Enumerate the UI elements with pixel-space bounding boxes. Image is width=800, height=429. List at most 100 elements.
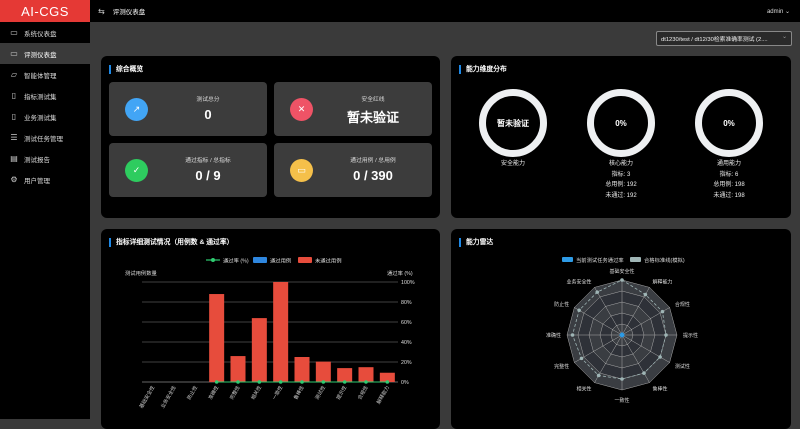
sidebar-item-label: 测试报告 bbox=[24, 156, 50, 164]
radar-axis-label: 准确性 bbox=[546, 332, 561, 339]
dimension-failed: 未通过: 198 bbox=[713, 192, 745, 199]
standard-point bbox=[642, 371, 646, 375]
stat-card: ✕ 安全红线 暂未验证 bbox=[274, 82, 432, 136]
book-icon: ▯ bbox=[11, 91, 17, 100]
y2-tick-label: 100% bbox=[401, 280, 415, 286]
dimension-ring: 0% bbox=[695, 89, 763, 157]
dimension-name: 安全能力 bbox=[500, 161, 525, 167]
fold-icon[interactable]: ⇆ bbox=[98, 6, 105, 16]
logo[interactable]: AI-CGS bbox=[0, 0, 90, 22]
stat-card: ↗ 测试总分 0 bbox=[109, 82, 267, 136]
x-tick-label: 一致性 bbox=[271, 385, 285, 402]
radar-axis-label: 合规性 bbox=[675, 301, 690, 308]
y2-tick-label: 80% bbox=[401, 300, 412, 306]
radar-spoke bbox=[621, 334, 650, 383]
sidebar: AI-CGS ▭ 系统仪表盘 ▭ 评测仪表盘 ▱ 智能体管理 ▯ 指标测试集 ▯ 业务测试集 ☰ 测试… bbox=[0, 0, 90, 419]
stat-label: 通过用例 / 总用例 bbox=[350, 158, 396, 164]
x-tick-label: 提示性 bbox=[335, 385, 349, 402]
radar-spoke bbox=[574, 307, 623, 336]
radar-axis-label: 一致性 bbox=[614, 397, 629, 404]
stat-label: 安全红线 bbox=[361, 97, 385, 103]
standard-point bbox=[596, 373, 601, 378]
legend-swatch bbox=[253, 257, 267, 263]
sidebar-item[interactable]: ▯ 指标测试集 bbox=[0, 85, 90, 106]
stat-value: 暂未验证 bbox=[346, 110, 399, 125]
legend-label: 合格标准线(模拟) bbox=[644, 256, 685, 264]
radar-axis-label: 测试性 bbox=[675, 363, 690, 370]
breadcrumb: 评测仪表盘 bbox=[112, 9, 146, 16]
panel-title: 指标详细测试情况（用例数 & 通过率） bbox=[109, 238, 233, 247]
metric-chart-panel: 指标详细测试情况（用例数 & 通过率） 通过率 (%) 通过用例 未通过用例测试用例… bbox=[101, 229, 440, 429]
pass-rate-point bbox=[342, 380, 347, 384]
dimension-info: 安全能力 bbox=[468, 159, 558, 170]
legend-marker bbox=[211, 258, 215, 262]
monitor-icon: ▭ bbox=[10, 28, 18, 37]
stat-card: ▭ 通过用例 / 总用例 0 / 390 bbox=[274, 143, 432, 197]
bar-failed bbox=[230, 356, 246, 382]
sidebar-item[interactable]: ⚙ 用户管理 bbox=[0, 169, 90, 190]
x-tick-label: 基础安全性 bbox=[138, 385, 157, 410]
current-point bbox=[619, 332, 625, 338]
bar-failed bbox=[209, 294, 225, 382]
ring-value: 暂未验证 bbox=[497, 118, 529, 128]
radar-chart: 当前测试任务通过率 合格标准线(模拟) 基础安全性解释能力合规性提示性测试性鲁棒性一… bbox=[546, 256, 698, 404]
legend-swatch bbox=[630, 257, 641, 262]
y2-axis-label: 通过率 (%) bbox=[387, 269, 413, 277]
sidebar-item[interactable]: ▯ 业务测试集 bbox=[0, 106, 90, 127]
task-select[interactable]: dt1230/test / dt12/30检索准确率测试 (2.... ⌄ bbox=[656, 31, 792, 46]
radar-axis-label: 基础安全性 bbox=[609, 268, 634, 275]
x-tick-label: 鲁棒性 bbox=[292, 385, 306, 402]
bar-failed bbox=[273, 282, 289, 382]
bar-failed bbox=[379, 372, 395, 382]
x-tick-label: 相关性 bbox=[249, 385, 263, 402]
pass-rate-point bbox=[278, 380, 283, 384]
bar-failed bbox=[337, 368, 353, 382]
radar-spoke bbox=[621, 334, 670, 363]
pass-rate-point bbox=[385, 380, 390, 384]
legend-label: 未通过用例 bbox=[315, 257, 342, 265]
sliders-icon: ☰ bbox=[10, 133, 18, 142]
sidebar-item[interactable]: ☰ 测试任务管理 bbox=[0, 127, 90, 148]
standard-point bbox=[643, 292, 648, 297]
legend-label: 通过用例 bbox=[270, 257, 291, 265]
standard-point bbox=[620, 278, 624, 282]
x-tick-label: 测试性 bbox=[313, 385, 327, 402]
x-tick-label: 业务安全性 bbox=[159, 385, 178, 410]
chevron-down-icon: ⌄ bbox=[782, 34, 787, 40]
sidebar-item-label: 指标测试集 bbox=[24, 93, 57, 101]
bar-failed bbox=[315, 361, 331, 382]
sidebar-item[interactable]: ▱ 智能体管理 bbox=[0, 64, 90, 85]
pass-rate-point bbox=[214, 380, 219, 384]
stat-card: ✓ 通过指标 / 总指标 0 / 9 bbox=[109, 143, 267, 197]
legend-swatch bbox=[298, 257, 312, 263]
x-tick-label: 准确性 bbox=[207, 385, 221, 402]
x-tick-label: 合规性 bbox=[356, 385, 370, 402]
dimensions-panel: 能力维度分布 暂未验证 安全能力 0% 核心能力 指标: 3 总用例: 192 未通过: 1… bbox=[451, 56, 791, 218]
overview-panel: 综合概览 ↗ 测试总分 0 ✕ 安全红线 暂未验证 ✓ 通过指标 / 总指标 0 / 9 ▭ 通过用… bbox=[101, 56, 440, 218]
radar-axis-label: 防止性 bbox=[554, 301, 569, 308]
monitor-icon: ▭ bbox=[10, 49, 18, 58]
x-tick-label: 防止性 bbox=[185, 385, 199, 402]
standard-point bbox=[577, 308, 581, 313]
standard-point bbox=[579, 356, 584, 361]
document-check-icon: ✓ bbox=[125, 159, 148, 182]
stat-value: 0 / 390 bbox=[353, 168, 393, 183]
y-axis-label: 测试用例数量 bbox=[125, 269, 157, 277]
chevron-down-icon: ⌄ bbox=[784, 8, 790, 15]
sidebar-item[interactable]: ▭ 系统仪表盘 bbox=[0, 22, 90, 43]
gear-icon: ⚙ bbox=[10, 175, 18, 184]
pass-rate-point bbox=[257, 380, 262, 384]
bar-failed bbox=[251, 318, 267, 382]
sidebar-item-label: 测试任务管理 bbox=[24, 135, 63, 143]
task-select-value: dt1230/test / dt12/30检索准确率测试 (2.... bbox=[661, 37, 768, 43]
stat-value: 0 bbox=[204, 107, 212, 122]
document-icon: ▤ bbox=[10, 154, 18, 163]
standard-point bbox=[595, 290, 600, 294]
user-menu[interactable]: admin ⌄ bbox=[767, 8, 790, 15]
sidebar-item[interactable]: ▭ 评测仪表盘 bbox=[0, 43, 90, 64]
dimension-failed: 未通过: 192 bbox=[605, 192, 637, 199]
pass-rate-point bbox=[364, 380, 368, 384]
sidebar-item[interactable]: ▤ 测试报告 bbox=[0, 148, 90, 169]
radar-axis-label: 完整性 bbox=[554, 363, 569, 370]
